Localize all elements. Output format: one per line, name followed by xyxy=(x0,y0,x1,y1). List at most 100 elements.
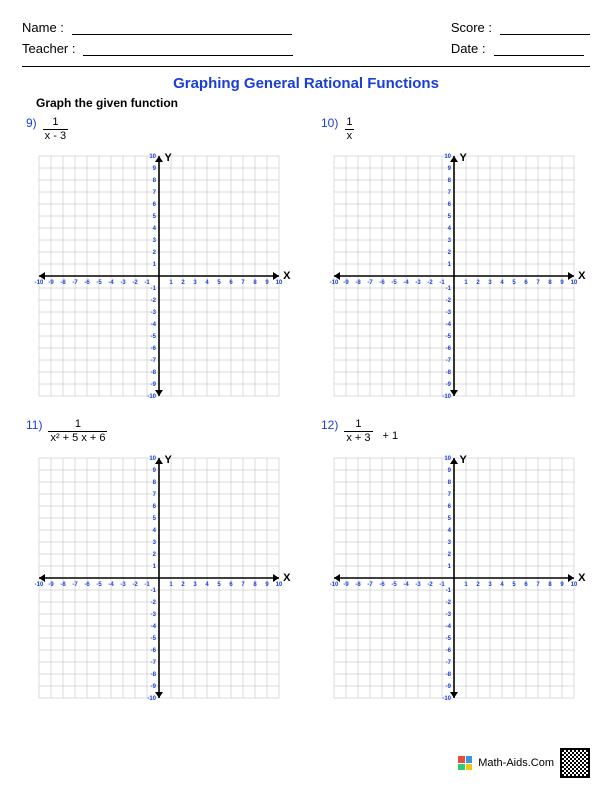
svg-text:-7: -7 xyxy=(445,358,451,364)
svg-text:-7: -7 xyxy=(150,660,156,666)
svg-text:-10: -10 xyxy=(34,280,43,286)
svg-text:2: 2 xyxy=(181,280,185,286)
svg-text:1: 1 xyxy=(152,262,156,268)
svg-text:7: 7 xyxy=(447,492,451,498)
svg-text:5: 5 xyxy=(512,280,516,286)
teacher-label: Teacher : xyxy=(22,41,75,56)
svg-text:-1: -1 xyxy=(150,286,156,292)
svg-text:4: 4 xyxy=(500,582,504,588)
x-axis-label: X xyxy=(283,270,290,282)
svg-text:1: 1 xyxy=(447,564,451,570)
svg-text:8: 8 xyxy=(253,582,257,588)
svg-text:-2: -2 xyxy=(427,582,433,588)
svg-text:3: 3 xyxy=(152,540,156,546)
problem-label: 12)1x + 3+ 1 xyxy=(321,418,586,454)
svg-text:6: 6 xyxy=(524,582,528,588)
name-label: Name : xyxy=(22,20,64,35)
fraction: 1x² + 5 x + 6 xyxy=(48,418,107,444)
svg-text:2: 2 xyxy=(447,552,451,558)
teacher-line[interactable] xyxy=(83,55,293,56)
svg-text:-3: -3 xyxy=(415,582,421,588)
svg-text:7: 7 xyxy=(152,492,156,498)
svg-text:10: 10 xyxy=(275,582,282,588)
score-label: Score : xyxy=(451,20,492,35)
svg-text:-1: -1 xyxy=(144,280,150,286)
svg-text:-6: -6 xyxy=(445,346,451,352)
score-line[interactable] xyxy=(500,34,590,35)
svg-text:6: 6 xyxy=(229,582,233,588)
svg-text:-5: -5 xyxy=(445,334,451,340)
svg-text:-4: -4 xyxy=(403,280,409,286)
svg-text:-8: -8 xyxy=(445,370,451,376)
problem-4: 12)1x + 3+ 1YX-10-9-8-7-6-5-4-3-2-112345… xyxy=(321,418,586,698)
svg-text:-4: -4 xyxy=(445,322,451,328)
svg-text:6: 6 xyxy=(447,504,451,510)
y-axis-label: Y xyxy=(165,152,172,164)
svg-text:-2: -2 xyxy=(445,600,451,606)
svg-text:-4: -4 xyxy=(108,280,114,286)
svg-text:10: 10 xyxy=(149,154,156,160)
svg-text:-1: -1 xyxy=(445,286,451,292)
svg-text:-3: -3 xyxy=(120,280,126,286)
svg-text:8: 8 xyxy=(152,178,156,184)
problem-label: 11)1x² + 5 x + 6 xyxy=(26,418,291,454)
instruction-text: Graph the given function xyxy=(36,96,590,110)
problem-label: 10)1x xyxy=(321,116,586,152)
svg-text:10: 10 xyxy=(275,280,282,286)
svg-text:-7: -7 xyxy=(367,280,373,286)
svg-text:-6: -6 xyxy=(150,346,156,352)
name-line[interactable] xyxy=(72,34,292,35)
svg-text:-6: -6 xyxy=(379,280,385,286)
y-axis-label: Y xyxy=(460,152,467,164)
svg-text:-6: -6 xyxy=(150,648,156,654)
svg-text:5: 5 xyxy=(152,214,156,220)
problem-3: 11)1x² + 5 x + 6YX-10-9-8-7-6-5-4-3-2-11… xyxy=(26,418,291,698)
svg-text:-2: -2 xyxy=(150,600,156,606)
svg-text:8: 8 xyxy=(548,280,552,286)
svg-text:7: 7 xyxy=(536,582,540,588)
svg-text:4: 4 xyxy=(500,280,504,286)
svg-text:1: 1 xyxy=(464,280,468,286)
date-line[interactable] xyxy=(494,55,584,56)
problem-number: 12) xyxy=(321,418,338,432)
svg-text:3: 3 xyxy=(193,280,197,286)
svg-text:-9: -9 xyxy=(48,280,54,286)
svg-text:-1: -1 xyxy=(439,582,445,588)
svg-text:-2: -2 xyxy=(445,298,451,304)
svg-text:2: 2 xyxy=(152,250,156,256)
svg-text:9: 9 xyxy=(152,166,156,172)
problem-label: 9)1x - 3 xyxy=(26,116,291,152)
svg-text:-9: -9 xyxy=(445,382,451,388)
svg-text:2: 2 xyxy=(476,280,480,286)
svg-text:-4: -4 xyxy=(403,582,409,588)
svg-text:-7: -7 xyxy=(150,358,156,364)
svg-text:2: 2 xyxy=(181,582,185,588)
svg-text:-7: -7 xyxy=(72,280,78,286)
svg-text:8: 8 xyxy=(152,480,156,486)
svg-text:1: 1 xyxy=(447,262,451,268)
coordinate-grid: YX-10-9-8-7-6-5-4-3-2-112345678910-10-9-… xyxy=(334,156,574,396)
svg-text:2: 2 xyxy=(447,250,451,256)
svg-text:4: 4 xyxy=(447,226,451,232)
svg-text:9: 9 xyxy=(265,280,269,286)
svg-text:-10: -10 xyxy=(442,394,451,400)
page-title: Graphing General Rational Functions xyxy=(22,75,590,92)
svg-text:5: 5 xyxy=(447,516,451,522)
svg-text:1: 1 xyxy=(169,582,173,588)
svg-text:-6: -6 xyxy=(84,582,90,588)
svg-text:-9: -9 xyxy=(150,382,156,388)
svg-text:-4: -4 xyxy=(108,582,114,588)
svg-text:3: 3 xyxy=(488,582,492,588)
coordinate-grid: YX-10-9-8-7-6-5-4-3-2-112345678910-10-9-… xyxy=(39,458,279,698)
svg-text:-3: -3 xyxy=(150,612,156,618)
svg-text:7: 7 xyxy=(241,280,245,286)
y-axis-label: Y xyxy=(165,454,172,466)
svg-text:8: 8 xyxy=(447,178,451,184)
svg-text:10: 10 xyxy=(149,456,156,462)
svg-text:9: 9 xyxy=(447,468,451,474)
svg-text:-2: -2 xyxy=(150,298,156,304)
svg-text:2: 2 xyxy=(476,582,480,588)
svg-text:9: 9 xyxy=(560,582,564,588)
problems-grid: 9)1x - 3YX-10-9-8-7-6-5-4-3-2-1123456789… xyxy=(22,116,590,698)
svg-text:8: 8 xyxy=(548,582,552,588)
